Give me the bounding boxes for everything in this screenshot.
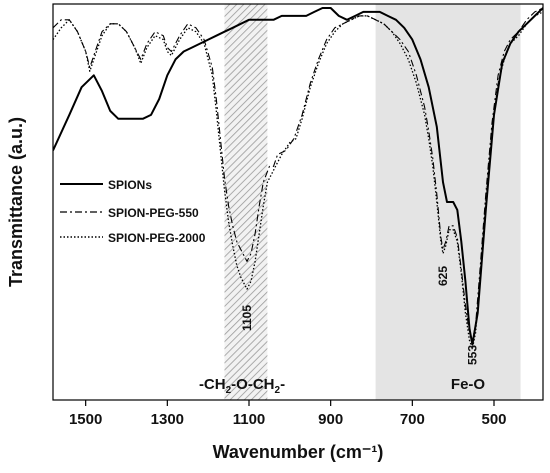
x-tick-label-1100: 1100 xyxy=(233,411,266,428)
highlight-regions xyxy=(224,4,521,400)
legend: SPIONs SPION-PEG-550 SPION-PEG-2000 xyxy=(60,178,206,245)
region-label-fe-o: Fe-O xyxy=(451,376,486,393)
x-tick-label-1500: 1500 xyxy=(69,411,102,428)
region-label-ch2-o-ch2: -CH2-O-CH2- xyxy=(199,376,285,396)
region-ch2-o-ch2 xyxy=(224,4,268,400)
plot-frame xyxy=(52,3,544,401)
x-tick-label-1300: 1300 xyxy=(151,411,184,428)
x-tick-label-900: 900 xyxy=(318,411,343,428)
peak-label-553: 553 xyxy=(465,345,479,365)
x-axis-ticks: 1500 1300 1100 900 700 500 xyxy=(69,400,507,428)
peak-label-625: 625 xyxy=(436,266,450,286)
y-axis-title: Transmittance (a.u.) xyxy=(6,117,26,287)
x-tick-label-700: 700 xyxy=(400,411,425,428)
peak-label-1105: 1105 xyxy=(240,305,254,331)
series-spion-peg-2000 xyxy=(53,11,543,350)
series-lines xyxy=(53,7,543,350)
x-axis-title: Wavenumber (cm⁻¹) xyxy=(213,442,384,462)
series-spions xyxy=(53,7,543,346)
legend-label-spion-peg-2000: SPION-PEG-2000 xyxy=(108,231,206,245)
peak-annotations: 1105 625 553 xyxy=(240,266,479,365)
legend-label-spion-peg-550: SPION-PEG-550 xyxy=(108,206,199,220)
legend-label-spions: SPIONs xyxy=(108,178,152,192)
series-spion-peg-550 xyxy=(53,7,543,342)
x-tick-label-500: 500 xyxy=(481,411,506,428)
